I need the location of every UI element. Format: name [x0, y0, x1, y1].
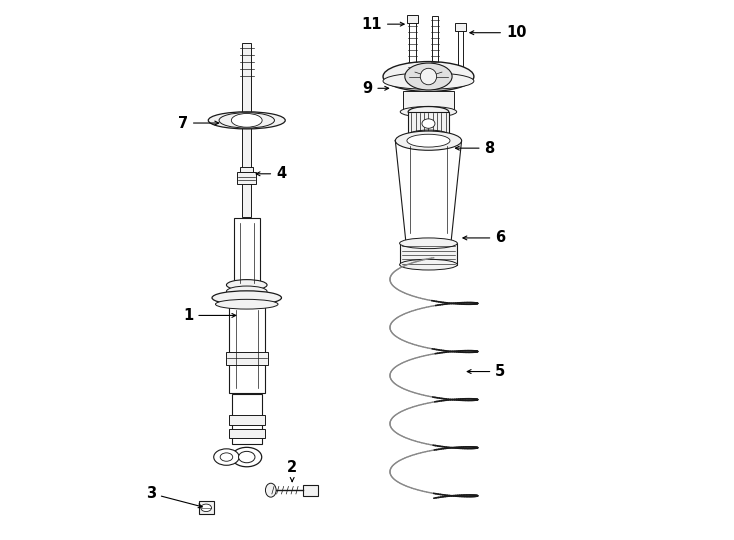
- Bar: [234, 218, 260, 289]
- Bar: [240, 167, 253, 172]
- Bar: [237, 172, 256, 184]
- Bar: [228, 304, 265, 393]
- Ellipse shape: [231, 113, 262, 127]
- Bar: [229, 429, 265, 438]
- Ellipse shape: [383, 73, 474, 89]
- Bar: [399, 244, 457, 265]
- Ellipse shape: [214, 449, 239, 465]
- Bar: [229, 415, 265, 425]
- Text: 8: 8: [456, 140, 495, 156]
- Ellipse shape: [408, 130, 448, 140]
- Ellipse shape: [239, 451, 255, 463]
- Ellipse shape: [421, 68, 437, 85]
- Ellipse shape: [219, 113, 275, 128]
- Bar: [407, 15, 418, 23]
- Ellipse shape: [208, 112, 286, 129]
- Bar: [432, 16, 438, 72]
- Ellipse shape: [400, 106, 457, 117]
- Ellipse shape: [232, 447, 262, 467]
- Bar: [242, 43, 251, 217]
- Polygon shape: [396, 140, 462, 244]
- Bar: [403, 91, 454, 112]
- Text: 9: 9: [362, 81, 388, 96]
- Ellipse shape: [399, 238, 457, 248]
- Ellipse shape: [402, 134, 455, 141]
- Bar: [232, 394, 262, 444]
- Ellipse shape: [396, 131, 462, 150]
- Text: 7: 7: [178, 116, 219, 131]
- Bar: [226, 352, 268, 365]
- Ellipse shape: [399, 259, 457, 270]
- Ellipse shape: [266, 483, 276, 497]
- Text: 2: 2: [287, 460, 297, 482]
- Ellipse shape: [408, 106, 448, 117]
- Ellipse shape: [227, 280, 267, 291]
- Ellipse shape: [201, 504, 211, 511]
- Ellipse shape: [407, 134, 450, 147]
- Bar: [458, 31, 463, 72]
- Text: 11: 11: [361, 17, 404, 32]
- Text: 6: 6: [463, 231, 506, 246]
- Ellipse shape: [405, 63, 452, 90]
- Bar: [408, 112, 448, 136]
- Text: 1: 1: [183, 308, 236, 323]
- Ellipse shape: [227, 286, 267, 296]
- Text: 5: 5: [468, 364, 506, 379]
- Text: 4: 4: [256, 166, 286, 181]
- Bar: [199, 502, 214, 514]
- Bar: [303, 485, 318, 496]
- Ellipse shape: [216, 299, 278, 309]
- Text: 10: 10: [470, 25, 526, 40]
- Ellipse shape: [383, 62, 474, 91]
- Ellipse shape: [212, 291, 281, 305]
- Text: 3: 3: [146, 486, 203, 508]
- Ellipse shape: [220, 453, 233, 461]
- Bar: [410, 16, 415, 72]
- Bar: [454, 23, 466, 31]
- Ellipse shape: [422, 119, 435, 129]
